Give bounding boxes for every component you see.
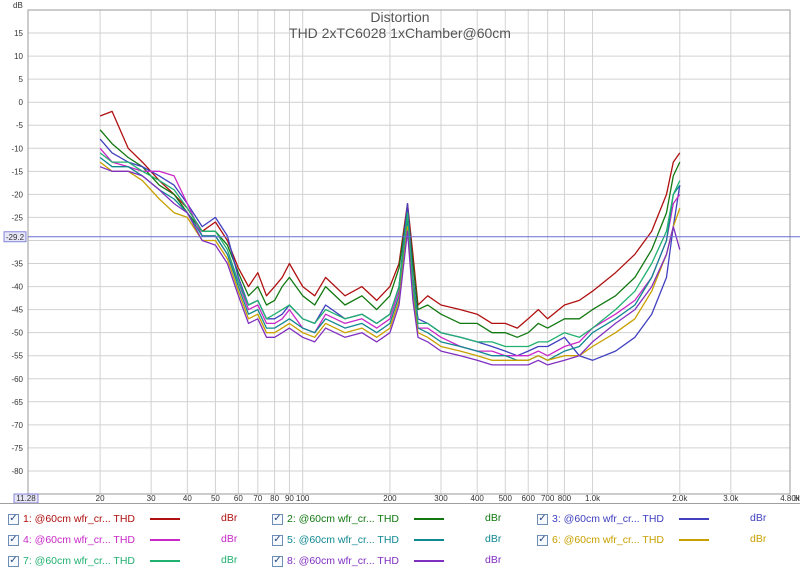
legend-checkbox[interactable]: ✓ (537, 534, 548, 546)
legend-unit: dBr (221, 512, 238, 524)
y-tick-label: -50 (11, 329, 23, 338)
legend-unit: dBr (485, 533, 502, 545)
legend-checkbox[interactable]: ✓ (272, 534, 283, 546)
legend-item: ✓ 8: @60cm wfr_cr... THD (272, 552, 399, 570)
legend-label: 6: @60cm wfr_cr... THD (552, 534, 664, 546)
y-tick-label: -5 (16, 121, 24, 130)
x-tick-label: 40 (183, 494, 192, 503)
x-tick-label: 50 (211, 494, 220, 503)
legend-item: ✓ 3: @60cm wfr_cr... THD (537, 510, 664, 528)
legend-unit: dBr (750, 512, 767, 524)
legend-item: ✓ 2: @60cm wfr_cr... THD (272, 510, 399, 528)
series-lines (99, 110, 681, 366)
x-tick-label: 1.0k (585, 494, 601, 503)
legend-item: ✓ 6: @60cm wfr_cr... THD (537, 531, 664, 549)
x-tick-label: 200 (383, 494, 397, 503)
legend-swatch-line (150, 560, 180, 562)
legend-label: 1: @60cm wfr_cr... THD (23, 513, 135, 525)
legend-swatch-line (414, 518, 444, 520)
legend-swatch-line (679, 539, 709, 541)
legend-unit: dBr (485, 512, 502, 524)
y-tick-label: -70 (11, 421, 23, 430)
legend-swatch-line (414, 539, 444, 541)
x-tick-label: 300 (434, 494, 448, 503)
series-line-6 (99, 161, 681, 361)
series-line-8 (99, 166, 681, 366)
y-tick-label: 5 (19, 75, 24, 84)
legend-unit: dBr (221, 554, 238, 566)
series-line-1 (99, 110, 681, 329)
legend-label: 2: @60cm wfr_cr... THD (287, 513, 399, 525)
legend-item: ✓ 4: @60cm wfr_cr... THD (8, 531, 135, 549)
legend-unit: dBr (485, 554, 502, 566)
x-tick-label: 60 (234, 494, 243, 503)
distortion-chart: 151050-5-10-15-20-25-35-40-45-50-55-60-6… (0, 0, 800, 503)
legend-label: 4: @60cm wfr_cr... THD (23, 534, 135, 546)
y-tick-label: -35 (11, 260, 23, 269)
legend-item: ✓ 7: @60cm wfr_cr... THD (8, 552, 135, 570)
x-tick-label: 2.0k (672, 494, 688, 503)
x-unit-label: Hz (794, 494, 800, 503)
legend-item: ✓ 5: @60cm wfr_cr... THD (272, 531, 399, 549)
legend-checkbox[interactable]: ✓ (272, 555, 283, 567)
x-tick-label: 800 (558, 494, 572, 503)
legend-item: ✓ 1: @60cm wfr_cr... THD (8, 510, 135, 528)
x-tick-label: 500 (499, 494, 513, 503)
y-tick-label: 10 (14, 52, 23, 61)
axes: 151050-5-10-15-20-25-35-40-45-50-55-60-6… (11, 9, 800, 503)
x-tick-label: 30 (147, 494, 156, 503)
x-tick-label: 90 (285, 494, 294, 503)
y-tick-label: -65 (11, 398, 23, 407)
legend-label: 8: @60cm wfr_cr... THD (287, 555, 399, 567)
legend-unit: dBr (750, 533, 767, 545)
y-tick-label: -20 (11, 190, 23, 199)
legend-checkbox[interactable]: ✓ (8, 534, 19, 546)
legend-checkbox[interactable]: ✓ (8, 513, 19, 525)
legend-checkbox[interactable]: ✓ (537, 513, 548, 525)
y-tick-label: -55 (11, 352, 23, 361)
legend-swatch-line (414, 560, 444, 562)
x-tick-label: 70 (253, 494, 262, 503)
x-tick-label: 80 (270, 494, 279, 503)
y-tick-label: 0 (19, 98, 24, 107)
y-tick-label: -60 (11, 375, 23, 384)
y-tick-label: -15 (11, 167, 23, 176)
cursor-label: -29.2 (6, 233, 25, 242)
legend-swatch-line (150, 539, 180, 541)
y-tick-label: -45 (11, 306, 23, 315)
x-axis-start-box (13, 493, 39, 503)
y-tick-label: -40 (11, 283, 23, 292)
x-tick-label: 100 (296, 494, 310, 503)
cursor[interactable]: -29.2 (3, 231, 800, 243)
legend-swatch-line (150, 518, 180, 520)
y-tick-label: -10 (11, 144, 23, 153)
legend-label: 3: @60cm wfr_cr... THD (552, 513, 664, 525)
y-tick-label: 15 (14, 29, 23, 38)
series-line-7 (99, 152, 681, 348)
series-line-5 (99, 156, 681, 361)
plot-frame (27, 9, 791, 495)
legend-unit: dBr (221, 533, 238, 545)
y-tick-label: -80 (11, 467, 23, 476)
legend-checkbox[interactable]: ✓ (8, 555, 19, 567)
x-tick-label: 4.80k (780, 494, 800, 503)
x-tick-label: 400 (471, 494, 485, 503)
y-tick-label: -25 (11, 213, 23, 222)
legend-swatch-line (679, 518, 709, 520)
x-axis-start-label: 11.28 (16, 494, 36, 503)
y-tick-label: -75 (11, 444, 23, 453)
legend-label: 7: @60cm wfr_cr... THD (23, 555, 135, 567)
cursor-label-box (3, 231, 27, 243)
legend-panel: ✓ 1: @60cm wfr_cr... THD dBr ✓ 2: @60cm wfr_… (0, 503, 800, 571)
x-tick-label: 600 (522, 494, 536, 503)
legend-checkbox[interactable]: ✓ (272, 513, 283, 525)
chart-subtitle: THD 2xTC6028 1xChamber@60cm (289, 25, 511, 41)
chart-title: Distortion (370, 9, 429, 25)
x-tick-label: 20 (96, 494, 105, 503)
x-tick-label: 3.0k (723, 494, 739, 503)
x-tick-label: 700 (541, 494, 555, 503)
legend-label: 5: @60cm wfr_cr... THD (287, 534, 399, 546)
y-unit-label: dB (13, 1, 23, 10)
